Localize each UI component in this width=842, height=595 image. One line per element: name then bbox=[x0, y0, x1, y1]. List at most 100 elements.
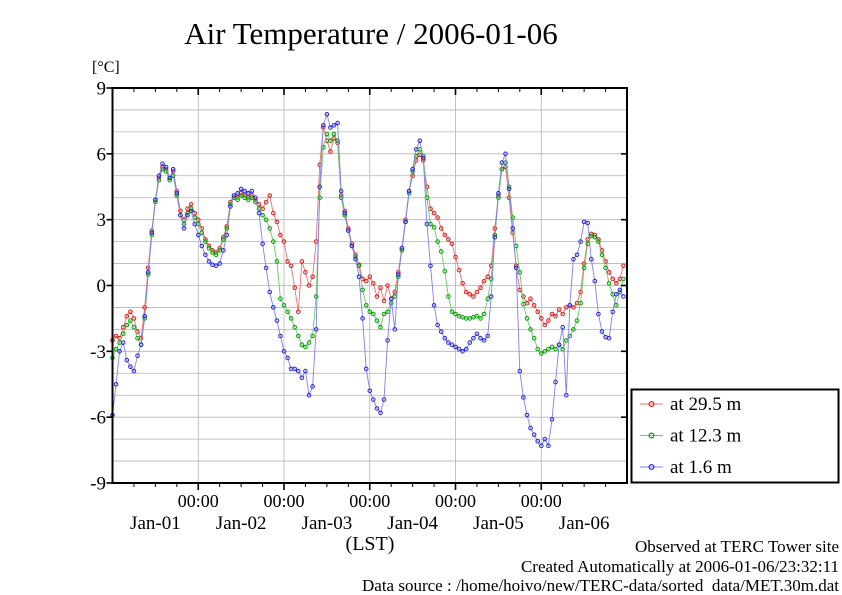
data-point bbox=[438, 249, 444, 254]
data-point bbox=[260, 213, 265, 218]
data-point bbox=[403, 219, 408, 225]
data-point bbox=[503, 151, 508, 157]
data-point bbox=[288, 316, 294, 321]
data-point bbox=[417, 138, 423, 143]
data-point bbox=[124, 357, 130, 363]
data-point bbox=[181, 226, 187, 231]
footer-observed-at: Observed at TERC Tower site bbox=[635, 537, 839, 556]
data-point bbox=[221, 248, 226, 253]
data-point bbox=[196, 232, 201, 238]
data-point bbox=[446, 340, 451, 345]
y-tick-label: -6 bbox=[90, 408, 106, 429]
data-point bbox=[299, 342, 305, 348]
data-point bbox=[621, 263, 626, 269]
data-point bbox=[342, 210, 348, 216]
data-point bbox=[128, 318, 133, 323]
data-point bbox=[174, 191, 180, 196]
data-point bbox=[328, 125, 333, 130]
data-point bbox=[571, 327, 576, 332]
y-tick-label: 3 bbox=[97, 210, 107, 231]
x-day-label: Jan-06 bbox=[559, 513, 610, 534]
data-point bbox=[303, 344, 308, 350]
data-point bbox=[299, 375, 305, 381]
data-point bbox=[310, 333, 315, 339]
data-point bbox=[321, 145, 326, 150]
data-point bbox=[553, 379, 558, 385]
data-point bbox=[124, 322, 130, 328]
data-point bbox=[274, 318, 280, 323]
data-point bbox=[360, 287, 365, 293]
y-tick-label: 9 bbox=[97, 79, 107, 100]
data-point bbox=[156, 173, 162, 179]
data-point bbox=[160, 161, 165, 166]
data-point bbox=[213, 263, 219, 269]
data-point bbox=[338, 188, 344, 194]
data-point bbox=[449, 342, 455, 348]
data-point bbox=[267, 289, 273, 295]
data-point bbox=[246, 197, 251, 203]
data-point bbox=[149, 230, 155, 236]
legend-label-29.5m: at 29.5 m bbox=[670, 394, 741, 415]
data-point bbox=[249, 188, 255, 194]
data-point bbox=[371, 397, 376, 402]
legend-marker-blue bbox=[648, 464, 655, 471]
data-point bbox=[263, 199, 269, 205]
x-tick-label-midnight: 00:00 bbox=[178, 491, 219, 511]
data-point bbox=[242, 188, 247, 194]
data-point bbox=[324, 112, 330, 117]
data-point bbox=[367, 388, 373, 394]
data-point bbox=[585, 220, 591, 226]
data-point bbox=[485, 274, 491, 280]
data-point bbox=[317, 162, 323, 168]
data-point bbox=[238, 193, 244, 198]
x-tick-label-midnight: 00:00 bbox=[349, 491, 390, 511]
data-point bbox=[378, 324, 383, 330]
data-point bbox=[449, 241, 455, 247]
data-point bbox=[167, 175, 172, 181]
data-point bbox=[621, 294, 626, 299]
data-point bbox=[488, 294, 494, 299]
data-point bbox=[210, 250, 215, 255]
data-point bbox=[328, 149, 333, 154]
data-point bbox=[267, 193, 273, 198]
data-point bbox=[413, 153, 419, 159]
y-tick-label: -9 bbox=[90, 474, 106, 495]
data-point bbox=[170, 173, 176, 179]
data-point bbox=[374, 318, 380, 323]
data-point bbox=[203, 252, 208, 258]
data-point bbox=[506, 186, 512, 192]
data-point bbox=[510, 226, 516, 231]
data-point bbox=[303, 270, 308, 275]
data-point bbox=[363, 303, 369, 308]
data-point bbox=[306, 392, 312, 398]
data-point bbox=[278, 296, 283, 302]
data-point bbox=[442, 335, 448, 341]
data-point bbox=[578, 300, 583, 306]
data-point bbox=[435, 239, 440, 244]
data-point bbox=[610, 309, 616, 315]
data-point bbox=[599, 248, 605, 253]
data-point bbox=[574, 318, 580, 323]
data-point bbox=[288, 263, 294, 269]
data-point bbox=[306, 283, 312, 288]
data-point bbox=[535, 346, 541, 352]
data-point bbox=[170, 166, 176, 172]
data-point bbox=[256, 210, 262, 216]
data-point bbox=[449, 309, 455, 315]
data-point bbox=[260, 241, 265, 247]
data-point bbox=[188, 208, 194, 214]
y-tick-label: -3 bbox=[90, 342, 106, 363]
data-point bbox=[313, 327, 319, 332]
data-point bbox=[542, 349, 548, 354]
data-point bbox=[142, 305, 147, 310]
data-point bbox=[546, 443, 551, 449]
data-point bbox=[496, 191, 501, 196]
x-day-label: Jan-03 bbox=[302, 513, 353, 534]
data-point bbox=[363, 366, 369, 372]
data-point bbox=[428, 263, 433, 269]
footer-created-at: Created Automatically at 2006-01-06/23:3… bbox=[521, 557, 839, 576]
data-point bbox=[388, 296, 394, 302]
data-point bbox=[128, 364, 133, 370]
data-point bbox=[346, 228, 351, 233]
